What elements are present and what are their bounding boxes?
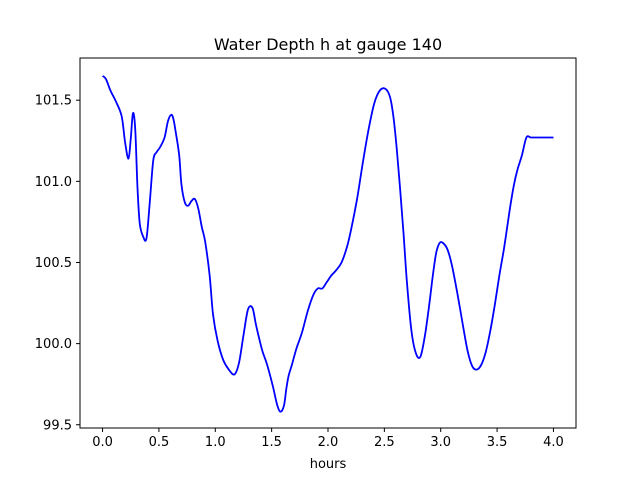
x-tick-label: 2.0	[318, 435, 339, 450]
x-tick-label: 3.5	[487, 435, 508, 450]
x-tick-label: 3.0	[430, 435, 451, 450]
chart-title: Water Depth h at gauge 140	[214, 35, 442, 54]
y-tick-label: 101.0	[35, 175, 72, 190]
x-tick-label: 0.5	[149, 435, 170, 450]
series-line	[101, 75, 554, 413]
x-tick-label: 1.0	[205, 435, 226, 450]
x-tick-label: 1.5	[261, 435, 282, 450]
y-axis: 99.5 100.0 100.5 101.0 101.5	[35, 94, 80, 433]
y-tick-label: 100.0	[35, 337, 72, 352]
x-axis: 0.0 0.5 1.0 1.5 2.0 2.5 3.0 3.5 4.0	[92, 428, 564, 450]
y-tick-label: 99.5	[43, 418, 72, 433]
x-tick-label: 2.5	[374, 435, 395, 450]
x-tick-label: 0.0	[92, 435, 113, 450]
y-tick-label: 100.5	[35, 256, 72, 271]
y-tick-label: 101.5	[35, 94, 72, 109]
x-axis-label: hours	[310, 457, 347, 472]
x-tick-label: 4.0	[543, 435, 564, 450]
